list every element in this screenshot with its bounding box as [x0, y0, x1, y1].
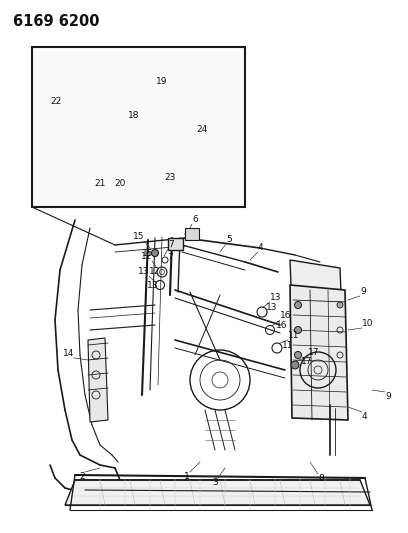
Text: 4: 4 — [258, 243, 264, 252]
Text: 12: 12 — [149, 266, 161, 276]
Polygon shape — [50, 60, 190, 67]
Text: 12: 12 — [141, 252, 152, 261]
Text: 20: 20 — [114, 180, 126, 189]
Text: 6169 6200: 6169 6200 — [13, 14, 100, 29]
Text: 13: 13 — [147, 280, 159, 289]
Polygon shape — [115, 100, 123, 170]
Text: 1: 1 — [184, 472, 190, 481]
Circle shape — [295, 302, 302, 309]
Text: 11: 11 — [282, 341, 294, 350]
Text: 5: 5 — [226, 235, 232, 244]
Text: 7: 7 — [168, 240, 174, 249]
Text: 18: 18 — [128, 110, 140, 119]
Polygon shape — [290, 285, 348, 420]
Text: 2: 2 — [80, 472, 85, 481]
Text: 13: 13 — [266, 303, 278, 312]
Polygon shape — [88, 338, 108, 422]
Polygon shape — [100, 100, 108, 170]
Text: 6: 6 — [192, 215, 198, 224]
Text: 15: 15 — [142, 248, 154, 257]
Text: 10: 10 — [362, 319, 373, 328]
Bar — [32, 47, 245, 207]
Text: 14: 14 — [62, 349, 74, 358]
Text: 16: 16 — [276, 321, 288, 330]
Circle shape — [291, 361, 299, 369]
Text: 24: 24 — [196, 125, 208, 134]
Polygon shape — [175, 55, 195, 72]
Text: 9: 9 — [360, 287, 366, 296]
Text: 9: 9 — [385, 392, 391, 401]
Text: 19: 19 — [156, 77, 168, 86]
Text: 21: 21 — [94, 180, 106, 189]
Text: 8: 8 — [318, 474, 324, 483]
Circle shape — [295, 327, 302, 334]
Text: 7: 7 — [167, 254, 173, 262]
Polygon shape — [50, 55, 65, 72]
Text: 4: 4 — [362, 412, 368, 421]
Text: 15: 15 — [133, 232, 144, 241]
Bar — [168, 238, 183, 250]
Text: 11: 11 — [288, 331, 299, 340]
Polygon shape — [65, 480, 370, 505]
Text: 17: 17 — [308, 348, 319, 357]
Text: 13: 13 — [137, 267, 149, 276]
Text: 13: 13 — [270, 293, 282, 302]
Text: 23: 23 — [164, 174, 176, 182]
Bar — [185, 228, 199, 240]
Circle shape — [337, 302, 343, 308]
Polygon shape — [148, 120, 195, 148]
Circle shape — [295, 351, 302, 359]
Circle shape — [151, 249, 158, 256]
Polygon shape — [290, 260, 345, 390]
Text: 16: 16 — [280, 311, 291, 320]
Text: 3: 3 — [212, 478, 218, 487]
Text: 17: 17 — [301, 358, 313, 367]
Text: 22: 22 — [50, 98, 61, 107]
